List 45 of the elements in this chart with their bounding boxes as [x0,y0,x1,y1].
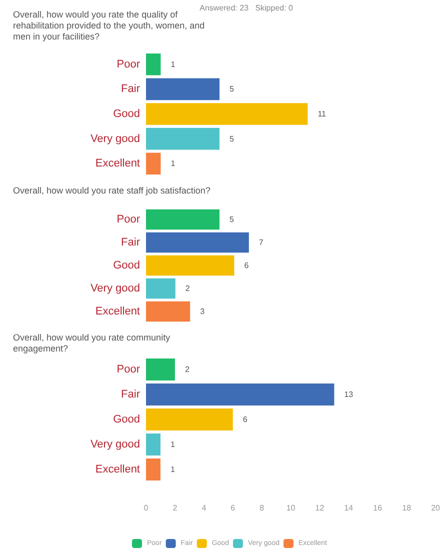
x-tick-label: 18 [402,504,412,512]
data-label: 1 [170,60,176,69]
x-tick-label: 16 [373,504,383,512]
data-label: 1 [170,465,176,474]
y-tick-label: Good [113,260,140,272]
data-label: 13 [344,390,354,399]
y-tick-label: Fair [121,388,140,400]
x-tick-label: 10 [286,504,296,512]
text: Answered: 23 Skipped: 0 [200,4,294,12]
data-label: 6 [242,415,248,424]
y-tick-label: Good [113,414,140,426]
x-tick-label: 6 [230,504,236,512]
y-tick-label: Poor [116,214,140,226]
data-label: 5 [230,84,234,94]
x-tick-label: 2 [172,504,178,512]
data-label: 7 [258,238,264,247]
x-tick-label: 14 [344,504,354,512]
chart-title: Overall, how would you rate community engagement? [13,332,173,354]
y-tick-label: Very good [90,282,140,294]
data-label: 2 [185,284,190,293]
y-tick-label: Very good [90,132,140,145]
data-label: 1 [170,159,176,168]
chart-title: Overall, how would you rate staff job satisfaction? [13,186,210,196]
y-tick-label: Excellent [95,464,140,476]
x-tick-label: 8 [260,504,265,512]
data-label: 5 [230,215,234,224]
x-tick-label: 12 [315,504,325,512]
y-tick-label: Poor [116,58,140,70]
y-tick-label: Fair [121,236,140,248]
y-tick-label: Excellent [95,158,140,170]
data-label: 5 [230,134,234,144]
x-tick-label: 4 [202,504,207,512]
y-tick-label: Good [113,108,140,120]
data-label: 3 [200,307,206,316]
data-label: 1 [170,440,176,449]
y-tick-label: Very good [90,438,140,450]
y-tick-label: Poor [116,364,140,376]
y-tick-label: Fair [121,83,140,96]
y-tick-label: Excellent [95,306,140,318]
data-label: 6 [244,261,250,270]
chart-title: Overall, how would you rate the quality of rehabilitation provided to the youth, women, and men in your facilities? [13,10,208,42]
x-tick-label: 0 [144,504,149,512]
x-tick-label: 20 [431,504,441,512]
data-label: 11 [318,110,327,118]
data-label: 2 [184,365,190,374]
